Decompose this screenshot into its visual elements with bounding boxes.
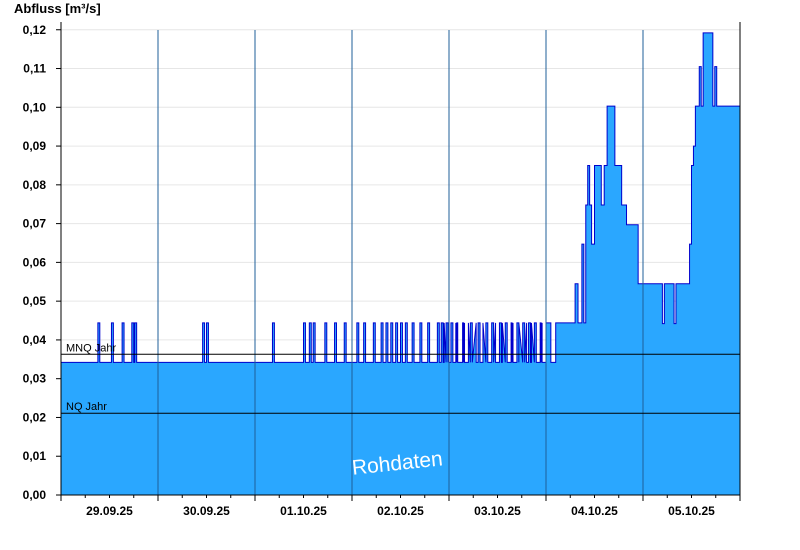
x-tick-label: 01.10.25: [280, 504, 327, 518]
day-separator-layer: [157, 30, 644, 495]
y-tick-label: 0,02: [23, 410, 47, 424]
y-tick-label: 0,01: [23, 449, 47, 463]
x-tick-label: 29.09.25: [86, 504, 133, 518]
x-tick-label: 05.10.25: [668, 504, 715, 518]
y-tick-label: 0,05: [23, 294, 47, 308]
area-layer: [61, 32, 740, 496]
x-tick-label: 02.10.25: [377, 504, 424, 518]
y-tick-label: 0,03: [23, 372, 47, 386]
x-tick-label: 04.10.25: [571, 504, 618, 518]
y-tick-label: 0,09: [23, 139, 47, 153]
labels-layer: 0,00 0,01 0,02 0,03 0,04 0,05 0,06 0,07 0,08 0,09…: [23, 23, 716, 518]
discharge-line: [61, 32, 740, 363]
y-tick-label: 0,08: [23, 178, 47, 192]
y-tick-label: 0,00: [23, 488, 47, 502]
y-tick-label: 0,06: [23, 255, 47, 269]
reference-line-label: MNQ Jahr: [66, 342, 116, 354]
y-tick-label: 0,04: [23, 333, 47, 347]
y-tick-label: 0,11: [23, 62, 46, 76]
discharge-area: [61, 32, 740, 496]
reference-line-label: NQ Jahr: [66, 401, 107, 413]
reference-lines-layer: MNQ Jahr NQ Jahr: [61, 342, 740, 414]
y-tick-label: 0,07: [23, 217, 47, 231]
y-tick-label: 0,12: [23, 23, 47, 37]
y-axis-title: Abfluss [m³/s]: [14, 1, 101, 16]
x-tick-label: 03.10.25: [474, 504, 521, 518]
x-tick-label: 30.09.25: [183, 504, 230, 518]
axes-layer: [56, 22, 741, 501]
y-tick-label: 0,10: [23, 100, 47, 114]
